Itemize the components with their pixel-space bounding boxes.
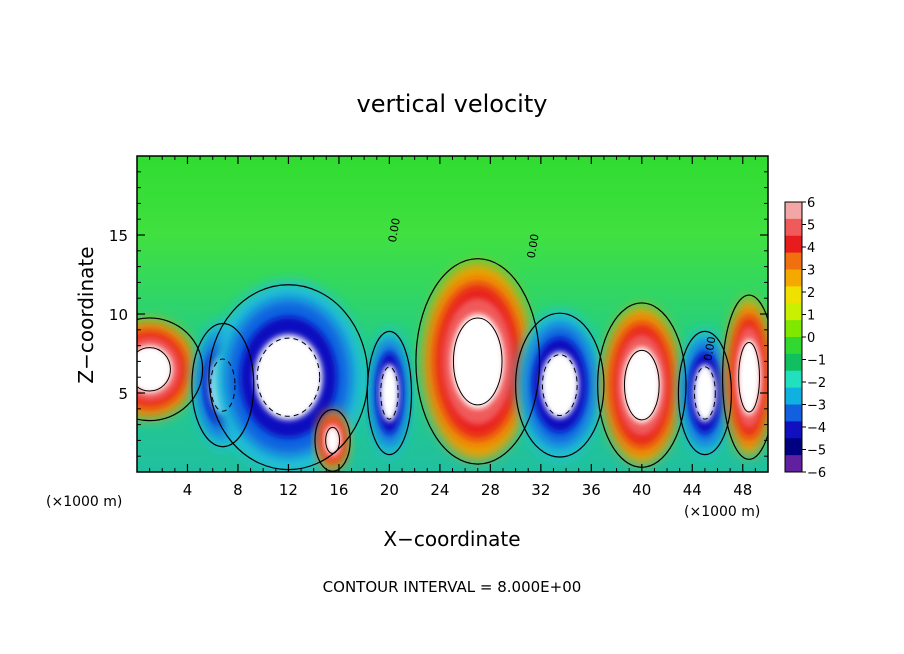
x-axis-label: X−coordinate bbox=[383, 527, 520, 551]
field-cell-0-ring-3 bbox=[137, 345, 173, 393]
zero-contour-5 bbox=[415, 258, 541, 465]
colorbar-swatch-13 bbox=[785, 421, 802, 439]
colorbar-label-7: −1 bbox=[807, 354, 826, 369]
field-cell-7-ring-3 bbox=[622, 347, 661, 424]
contour-line-1 bbox=[210, 358, 236, 412]
field-cell-8-ring-3 bbox=[693, 364, 717, 422]
contour-label-0: 0.00 bbox=[386, 217, 403, 243]
contour-interval-footer: CONTOUR INTERVAL = 8.000E+00 bbox=[323, 578, 582, 596]
x-tick-label-1: 8 bbox=[233, 481, 243, 499]
velocity-field: 0.00 0.00 0.00 bbox=[137, 156, 768, 472]
x-tick-label-5: 24 bbox=[430, 481, 449, 499]
x-tick-label-0: 4 bbox=[183, 481, 193, 499]
x-tick-label-8: 36 bbox=[582, 481, 601, 499]
x-tick-label-11: 48 bbox=[733, 481, 752, 499]
field-cell-5-ring-3 bbox=[451, 314, 505, 409]
y-axis-label: Z−coordinate bbox=[74, 246, 98, 383]
x-tick-label-3: 16 bbox=[329, 481, 348, 499]
colorbar-swatch-14 bbox=[785, 438, 802, 456]
colorbar-swatch-9 bbox=[785, 353, 802, 372]
colorbar-label-9: −3 bbox=[807, 399, 826, 414]
colorbar-swatch-12 bbox=[785, 404, 802, 422]
field-cell-3-ring-3 bbox=[325, 426, 341, 455]
zero-contour-0 bbox=[137, 317, 204, 422]
colorbar-swatch-15 bbox=[785, 455, 802, 473]
contour-label-2: 0.00 bbox=[701, 336, 718, 362]
zero-contour-6 bbox=[515, 312, 605, 458]
colorbar-label-2: 4 bbox=[807, 241, 815, 256]
x-tick-label-9: 40 bbox=[632, 481, 651, 499]
y-tick-label-1: 10 bbox=[109, 306, 128, 324]
colorbar-label-4: 2 bbox=[807, 286, 815, 301]
colorbar-label-10: −4 bbox=[807, 421, 826, 436]
colorbar-label-12: −6 bbox=[807, 466, 826, 481]
zero-contour-8 bbox=[677, 330, 733, 456]
colorbar-swatch-5 bbox=[785, 286, 802, 304]
colorbar-label-3: 3 bbox=[807, 264, 815, 279]
x-tick-label-6: 28 bbox=[481, 481, 500, 499]
colorbar-label-8: −2 bbox=[807, 376, 826, 391]
y-tick-label-0: 5 bbox=[118, 385, 128, 403]
y-axis: 5 10 15 bbox=[109, 171, 768, 457]
colorbar-swatch-1 bbox=[785, 218, 802, 237]
x-tick-label-7: 32 bbox=[531, 481, 550, 499]
x-tick-label-2: 12 bbox=[279, 481, 298, 499]
contour-line-0 bbox=[137, 347, 171, 392]
contour-line-8 bbox=[693, 366, 716, 420]
colorbar-swatch-10 bbox=[785, 370, 802, 389]
colorbar-label-1: 5 bbox=[807, 219, 815, 234]
x-unit-left: (×1000 m) bbox=[46, 494, 122, 510]
colorbar-swatch-3 bbox=[785, 252, 802, 270]
colorbar-swatch-4 bbox=[785, 269, 802, 287]
contour-line-6 bbox=[541, 354, 578, 417]
contour-line-7 bbox=[623, 349, 660, 421]
x-tick-label-4: 20 bbox=[380, 481, 399, 499]
field-cell-2-ring-3 bbox=[254, 334, 323, 420]
contour-line-5 bbox=[452, 317, 503, 406]
colorbar-swatch-2 bbox=[785, 235, 802, 254]
field-cell-6-ring-3 bbox=[540, 351, 579, 419]
contour-line-9 bbox=[738, 341, 760, 413]
contour-line-4 bbox=[380, 366, 399, 420]
colorbar-swatch-0 bbox=[785, 202, 802, 220]
zero-contour-9 bbox=[721, 294, 768, 460]
colorbar-label-5: 1 bbox=[807, 309, 815, 324]
colorbar: 6 5 4 3 2 1 0 −1 −2 −3 −4 −5 −6 bbox=[784, 196, 826, 481]
colorbar-swatch-7 bbox=[785, 320, 802, 338]
colorbar-swatch-11 bbox=[785, 387, 802, 405]
colorbar-label-6: 0 bbox=[807, 331, 815, 346]
zero-contour-1 bbox=[191, 322, 255, 448]
contour-label-1: 0.00 bbox=[525, 233, 542, 259]
colorbar-label-0: 6 bbox=[807, 196, 815, 211]
contour-line-3 bbox=[325, 426, 341, 454]
x-tick-label-10: 44 bbox=[683, 481, 702, 499]
chart-title: vertical velocity bbox=[357, 90, 548, 118]
x-axis: 4 8 12 16 20 24 28 32 36 40 44 48 bbox=[149, 156, 756, 499]
field-cell-4-ring-3 bbox=[379, 364, 399, 422]
colorbar-swatch-8 bbox=[785, 337, 802, 355]
zero-contour-3 bbox=[314, 408, 351, 472]
contour-line-2 bbox=[256, 337, 321, 417]
colorbar-label-11: −5 bbox=[807, 444, 826, 459]
colorbar-swatch-6 bbox=[785, 303, 802, 321]
field-cell-9-ring-3 bbox=[737, 339, 761, 416]
y-tick-label-2: 15 bbox=[109, 227, 128, 245]
zero-contour-4 bbox=[366, 330, 413, 456]
x-unit-right: (×1000 m) bbox=[684, 504, 760, 520]
